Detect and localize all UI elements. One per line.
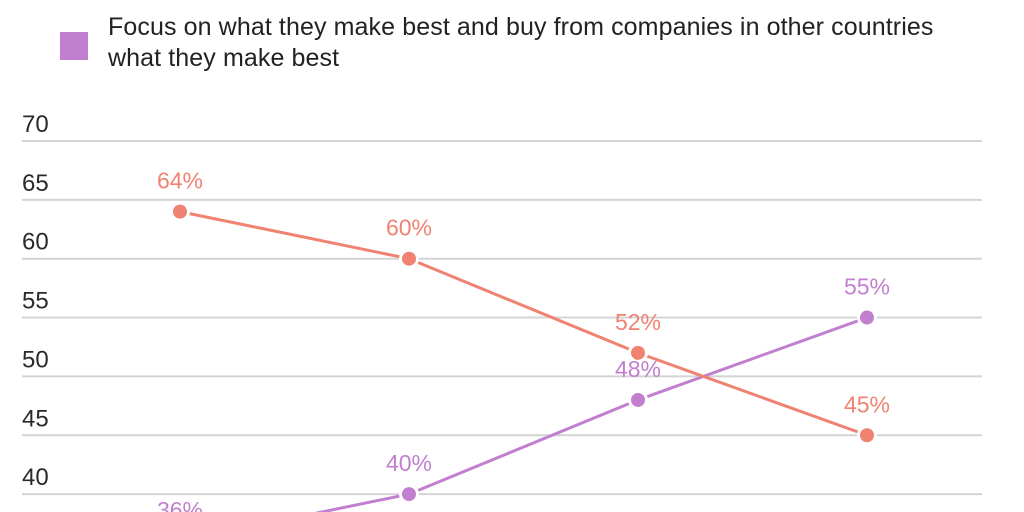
series-lines xyxy=(170,201,877,512)
data-label: 40% xyxy=(386,450,432,476)
legend-swatch-purple xyxy=(60,32,88,60)
y-tick-label: 60 xyxy=(22,229,49,256)
series-segment xyxy=(637,351,868,437)
data-label: 36% xyxy=(157,497,203,512)
gridlines xyxy=(22,140,982,496)
data-label: 48% xyxy=(615,356,661,382)
data-point-marker xyxy=(402,487,416,502)
y-tick-label: 55 xyxy=(22,288,49,315)
legend-label: Focus on what they make best and buy fro… xyxy=(108,13,934,72)
y-tick-label: 70 xyxy=(22,111,49,138)
data-label: 52% xyxy=(615,309,661,335)
y-tick-label: 50 xyxy=(22,346,49,373)
series-segment xyxy=(179,210,410,261)
data-label: 64% xyxy=(157,168,203,194)
data-point-marker xyxy=(173,204,187,219)
data-labels: 36% 40% 48% 55% 64% 60% 52% 45% xyxy=(157,168,890,512)
data-label: 60% xyxy=(386,215,432,241)
series-segment xyxy=(408,257,639,355)
data-point-marker xyxy=(631,392,645,407)
series-segment xyxy=(637,316,868,402)
y-tick-label: 45 xyxy=(22,405,49,432)
data-label: 45% xyxy=(844,391,890,417)
data-point-marker xyxy=(860,310,874,325)
data-point-marker xyxy=(402,251,416,266)
chart-legend: Focus on what they make best and buy fro… xyxy=(60,12,948,74)
series-segment xyxy=(408,398,639,496)
data-point-marker xyxy=(860,428,874,443)
y-tick-label: 40 xyxy=(22,464,49,491)
y-axis-ticks: 40 45 50 55 60 65 70 xyxy=(22,111,49,491)
series-segment xyxy=(314,492,410,512)
data-label: 55% xyxy=(844,274,890,300)
y-tick-label: 65 xyxy=(22,170,49,197)
data-point-marker xyxy=(631,345,645,360)
